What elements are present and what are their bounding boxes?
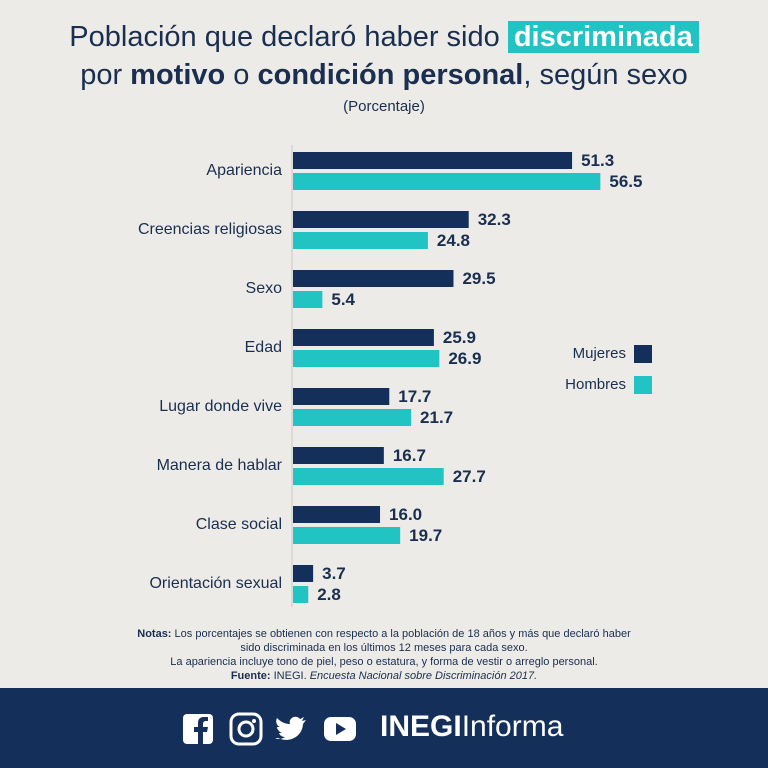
value-label: 25.9 (443, 328, 476, 347)
twitter-icon[interactable] (275, 716, 306, 740)
notes-label: Notas: (137, 628, 172, 640)
title-part: discriminada (507, 21, 699, 53)
bar (293, 586, 309, 603)
bar (293, 270, 454, 287)
brand: INEGIInforma (380, 710, 563, 744)
source-title: Encuesta Nacional sobre Discriminación 2… (309, 670, 538, 682)
bar (293, 173, 601, 190)
category-label: Sexo (246, 280, 283, 297)
bar (293, 565, 314, 582)
instagram-icon[interactable] (229, 712, 263, 746)
value-label: 24.8 (437, 231, 470, 250)
category-label: Manera de hablar (157, 457, 283, 474)
value-label: 19.7 (409, 526, 442, 545)
subtitle: (Porcentaje) (343, 98, 425, 115)
value-label: 16.7 (393, 446, 426, 465)
bar (293, 350, 440, 367)
value-label: 21.7 (420, 408, 453, 427)
value-label: 3.7 (322, 564, 346, 583)
category-label: Edad (245, 339, 282, 356)
brand-bold: INEGI (380, 710, 462, 743)
category-label: Creencias religiosas (138, 221, 282, 238)
category-label: Apariencia (206, 162, 282, 179)
bar (293, 506, 381, 523)
note-line: sido discriminada en los últimos 12 mese… (240, 642, 528, 654)
title: Población que declaró haber sido discrim… (0, 18, 768, 94)
value-label: 5.4 (331, 290, 355, 309)
note-line: La apariencia incluye tono de piel, peso… (170, 656, 598, 668)
bar (293, 409, 412, 426)
title-part: motivo (130, 59, 226, 91)
value-label: 2.8 (317, 585, 341, 604)
legend-swatch (634, 376, 652, 394)
source-label: Fuente: (230, 670, 271, 682)
value-label: 17.7 (398, 387, 431, 406)
title-part: , según sexo (523, 59, 688, 91)
bar (293, 388, 390, 405)
value-label: 51.3 (581, 151, 614, 170)
bar (293, 211, 469, 228)
category-label: Orientación sexual (149, 575, 282, 592)
chart: Apariencia 51.3 56.5 Creencias religiosas 32… (138, 145, 652, 607)
value-label: 29.5 (462, 269, 495, 288)
legend-label: Hombres (565, 376, 626, 393)
value-label: 26.9 (448, 349, 481, 368)
bar (293, 329, 434, 346)
legend-swatch (634, 345, 652, 363)
title-part: por (80, 59, 131, 91)
bar (293, 291, 323, 308)
note-line: Notas: Los porcentajes se obtienen con r… (0, 627, 768, 641)
title-part: Población que declaró haber sido (69, 21, 508, 53)
title-part: o (225, 59, 258, 91)
bar (293, 152, 573, 169)
value-label: 16.0 (389, 505, 422, 524)
category-label: Lugar donde vive (159, 398, 282, 415)
note-text: Los porcentajes se obtienen con respecto… (174, 628, 631, 640)
social-icons (183, 712, 356, 746)
legend-label: Mujeres (573, 345, 626, 362)
source-line: Fuente: INEGI. Encuesta Nacional sobre D… (0, 669, 768, 683)
title-line: por motivo o condición personal, según s… (0, 56, 768, 94)
category-label: Clase social (196, 516, 282, 533)
title-line: Población que declaró haber sido discrim… (0, 18, 768, 56)
bar (293, 468, 444, 485)
notes: Notas: Los porcentajes se obtienen con r… (0, 627, 768, 683)
brand-text: Informa (461, 710, 564, 743)
title-part: condición personal (257, 59, 524, 91)
value-label: 27.7 (453, 467, 486, 486)
footer: INEGIInforma (0, 688, 768, 768)
value-label: 56.5 (609, 172, 642, 191)
source-org: INEGI. (273, 670, 307, 682)
bar (293, 447, 384, 464)
bar (293, 232, 428, 249)
bar (293, 527, 401, 544)
value-label: 32.3 (478, 210, 511, 229)
